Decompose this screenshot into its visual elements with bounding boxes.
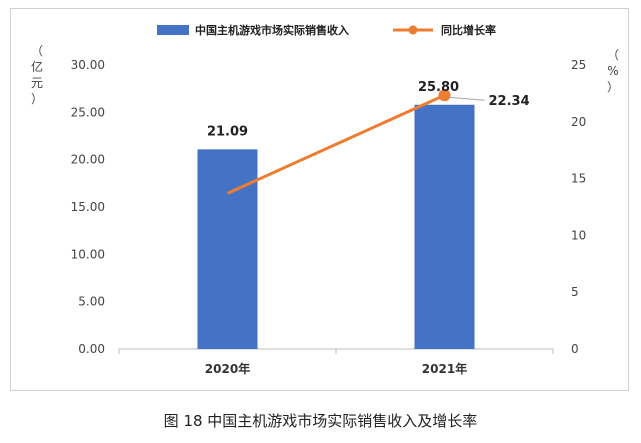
chart-caption: 图 18 中国主机游戏市场实际销售收入及增长率 <box>163 412 478 430</box>
y-left-unit-char: （ <box>31 44 43 58</box>
y-right-tick-label: 5 <box>571 285 579 299</box>
y-left-unit-char: ） <box>31 92 43 106</box>
y-left-tick-label: 20.00 <box>71 153 105 167</box>
y-left-tick-label: 30.00 <box>71 58 105 72</box>
bar <box>197 149 258 349</box>
y-left-tick-label: 15.00 <box>71 200 105 214</box>
legend-line-marker <box>408 25 418 35</box>
line-label-leader <box>448 96 485 101</box>
y-left-tick-label: 0.00 <box>78 342 105 356</box>
y-left-tick-label: 10.00 <box>71 247 105 261</box>
y-right-tick-label: 10 <box>571 228 586 242</box>
y-right-tick-label: 25 <box>571 58 586 72</box>
y-right-unit-char: % <box>607 64 618 78</box>
y-right-tick-label: 15 <box>571 172 586 186</box>
legend-bar-swatch <box>157 25 189 35</box>
y-right-unit-char: ） <box>607 80 619 94</box>
bar-data-label: 21.09 <box>207 124 248 139</box>
y-left-tick-label: 5.00 <box>78 295 105 309</box>
y-right-tick-label: 0 <box>571 342 579 356</box>
y-left-tick-label: 25.00 <box>71 105 105 119</box>
chart-svg: 0.00 5.00 10.00 15.00 20.00 25.00 30.00 0 5 10 15 2… <box>31 23 619 376</box>
legend-line-label: 同比增长率 <box>441 23 496 37</box>
chart-frame: 0.00 5.00 10.00 15.00 20.00 25.00 30.00 0 5 10 15 2… <box>10 8 629 391</box>
x-tick-label: 2021年 <box>422 361 467 376</box>
x-tick-label: 2020年 <box>205 361 250 376</box>
growth-line <box>226 93 446 195</box>
growth-line-point <box>438 89 451 102</box>
legend-bar-label: 中国主机游戏市场实际销售收入 <box>195 23 349 37</box>
y-left-unit-char: 亿 <box>31 59 43 74</box>
bar-data-label: 25.80 <box>418 80 459 95</box>
y-right-unit-char: （ <box>607 48 619 62</box>
y-left-unit-char: 元 <box>31 76 43 90</box>
line-data-label: 22.34 <box>489 94 530 109</box>
bar <box>414 104 475 349</box>
y-right-tick-label: 20 <box>571 115 586 129</box>
